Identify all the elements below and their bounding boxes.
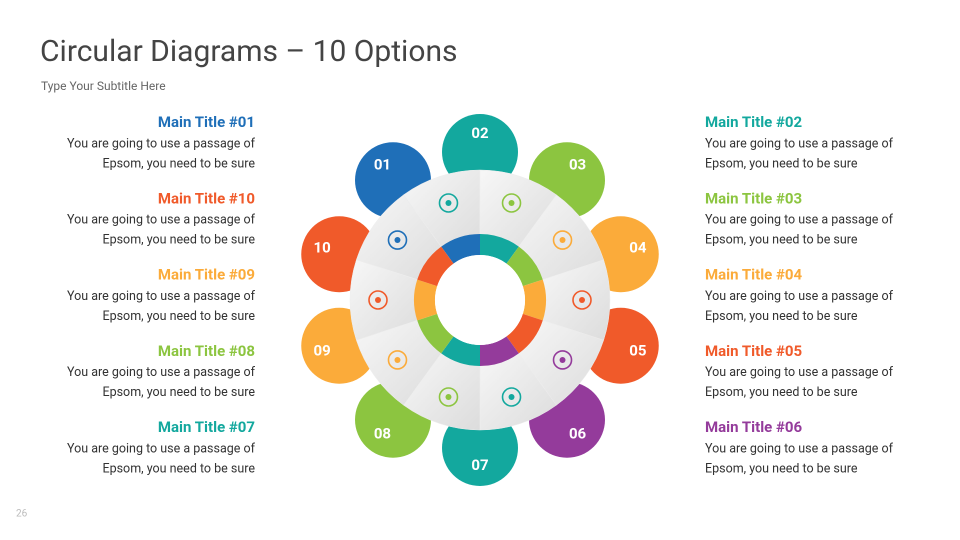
icon-dot: [394, 237, 401, 244]
item-text: Epsom, you need to be sure: [102, 233, 255, 248]
item-title: Main Title #03: [705, 189, 802, 207]
petal-number: 10: [314, 239, 331, 257]
item-title: Main Title #06: [705, 418, 803, 436]
item-text: You are going to use a passage of: [705, 441, 894, 456]
icon: [368, 290, 388, 310]
petal-number: 07: [471, 456, 488, 474]
item-text: You are going to use a passage of: [67, 365, 256, 380]
ring-segment: [417, 246, 454, 287]
item-text: Epsom, you need to be sure: [705, 233, 858, 248]
icon: [501, 193, 522, 213]
ring-segment: [417, 313, 454, 354]
ring-segment: [441, 336, 480, 366]
icon-dot: [375, 297, 381, 303]
ring-segment: [414, 279, 438, 321]
item-text: You are going to use a passage of: [67, 441, 256, 456]
icon-dot: [559, 356, 566, 363]
item-text: You are going to use a passage of: [67, 136, 256, 151]
item-text: Epsom, you need to be sure: [705, 385, 858, 400]
item-text: You are going to use a passage of: [67, 289, 256, 304]
petal-number: 09: [314, 341, 331, 359]
icon: [438, 387, 459, 407]
item-text: You are going to use a passage of: [705, 213, 894, 228]
petal-number: 06: [569, 424, 587, 442]
petal-circle: [442, 410, 518, 486]
item-title: Main Title #10: [158, 189, 255, 207]
slide-title: Circular Diagrams – 10 Options: [40, 34, 458, 69]
icon: [552, 350, 573, 370]
item-title: Main Title #01: [158, 113, 255, 131]
ring-segment: [441, 234, 480, 264]
icon-dot: [445, 199, 452, 206]
ring: [414, 234, 546, 366]
ring-center: [435, 255, 525, 345]
ring-segment: [506, 313, 543, 354]
item-title: Main Title #02: [705, 113, 803, 131]
diagram: 01 02 03 04 05 06 07 08 09 10: [301, 114, 659, 486]
icon: [387, 350, 408, 370]
slide-subtitle: Type Your Subtitle Here: [41, 79, 166, 93]
icon: [438, 193, 459, 213]
icon-dot: [508, 199, 515, 206]
ring-segment: [522, 279, 546, 321]
icon: [572, 290, 592, 310]
icon-dot: [445, 394, 452, 401]
item-title: Main Title #09: [158, 266, 255, 284]
petal-number: 08: [374, 424, 391, 442]
petal-circle: [442, 114, 518, 190]
item-text: Epsom, you need to be sure: [102, 385, 255, 400]
item-text: You are going to use a passage of: [67, 213, 256, 228]
icon: [501, 387, 522, 407]
item-text: Epsom, you need to be sure: [705, 309, 858, 324]
icon-dot: [559, 237, 566, 244]
petal-number: 04: [629, 239, 647, 257]
petal-number: 05: [629, 341, 646, 359]
icon-dot: [579, 297, 585, 303]
item-title: Main Title #08: [158, 342, 255, 360]
gray-sectors: [349, 169, 611, 431]
item-text: You are going to use a passage of: [705, 365, 894, 380]
item-text: Epsom, you need to be sure: [102, 156, 255, 171]
item-title: Main Title #04: [705, 266, 803, 284]
icon-dot: [394, 356, 401, 363]
item-text: Epsom, you need to be sure: [705, 461, 858, 476]
item-text: Epsom, you need to be sure: [102, 461, 255, 476]
item-text: Epsom, you need to be sure: [705, 156, 858, 171]
petal-number: 01: [374, 156, 391, 174]
ring-segment: [506, 246, 543, 287]
icon: [387, 230, 408, 250]
text-columns: Main Title #01 You are going to use a pas…: [67, 113, 894, 477]
item-title: Main Title #07: [158, 418, 255, 436]
icon: [552, 230, 573, 250]
ring-segment: [480, 336, 519, 366]
petal-number: 02: [471, 124, 489, 142]
item-text: You are going to use a passage of: [705, 289, 894, 304]
item-text: Epsom, you need to be sure: [102, 309, 255, 324]
petal-number: 03: [569, 156, 586, 174]
ring-segment: [480, 234, 519, 264]
item-text: You are going to use a passage of: [705, 136, 894, 151]
icon-dot: [508, 394, 515, 401]
page-number: 26: [16, 509, 28, 520]
item-title: Main Title #05: [705, 342, 802, 360]
